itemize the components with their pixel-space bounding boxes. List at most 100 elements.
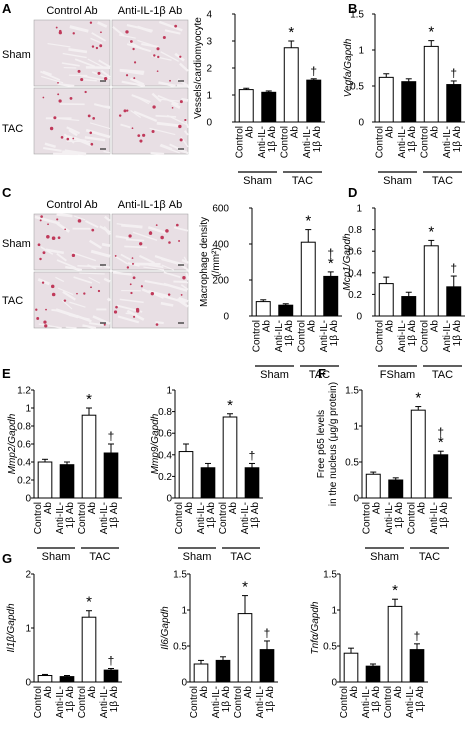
hist-a-tac-anti-bg bbox=[111, 87, 189, 155]
c-y-tick-label: 600 bbox=[212, 204, 229, 215]
hist-a-sham-control-fiber bbox=[68, 48, 88, 54]
hist-c-sham-control-fiber bbox=[88, 239, 103, 250]
c-category-label: Control bbox=[251, 320, 262, 352]
d-y-tick-label: 1 bbox=[356, 204, 362, 215]
hist-a-tac-control-fiber bbox=[61, 118, 80, 121]
e2-y-label: Mmp9/Gapdh bbox=[150, 413, 161, 474]
hist-c-sham-control-fiber bbox=[56, 252, 67, 262]
f-significance-star: * bbox=[415, 390, 421, 407]
hist-a-tac-control-fiber bbox=[43, 147, 62, 152]
hist-c-sham-anti-stain bbox=[175, 223, 179, 227]
hist-c-tac-control-fiber bbox=[73, 276, 93, 284]
g1-category-label: Ab bbox=[87, 686, 98, 699]
f-y-tick-label: 1 bbox=[353, 422, 359, 433]
hist-a-tac-anti-stain bbox=[184, 118, 187, 122]
hist-c-tac-control-fiber bbox=[37, 277, 50, 286]
hist-c-tac-anti-fiber bbox=[160, 301, 174, 307]
hist-c-sham-control-stain bbox=[77, 219, 82, 223]
hist-a-sham-anti-fiber bbox=[137, 25, 153, 33]
g3-category-label: Ab bbox=[349, 686, 360, 699]
hist-a-sham-anti-stain bbox=[156, 47, 160, 51]
hist-c-sham-anti-stain bbox=[160, 235, 164, 240]
e2-y-tick-label: 0.8 bbox=[158, 407, 172, 418]
e2-significance-star: * bbox=[227, 397, 233, 414]
hist-c-sham-anti-stain bbox=[148, 231, 153, 235]
hist-c-tac-control-stain bbox=[36, 317, 40, 320]
c-bar bbox=[278, 304, 294, 317]
hist-c-sham-control-bg bbox=[33, 213, 111, 271]
hist-c-sham-anti-fiber bbox=[138, 254, 155, 265]
e1-y-tick-label: 0.8 bbox=[17, 422, 31, 433]
hist-a-row-tac: TAC bbox=[2, 123, 23, 135]
e1-y-tick-label: 1 bbox=[25, 404, 31, 415]
e1-bar bbox=[37, 461, 53, 499]
hist-a-sham-control-fiber bbox=[98, 59, 111, 68]
d-y-tick-label: 0.4 bbox=[348, 268, 362, 279]
e1-bar bbox=[81, 414, 97, 499]
e1-significance-star: * bbox=[86, 391, 92, 408]
f-category-label: Anti-IL- bbox=[429, 502, 440, 534]
f-group-label: TAC bbox=[419, 551, 440, 563]
e2-group-label: Sham bbox=[183, 551, 212, 563]
hist-c-tac-control-fiber bbox=[61, 299, 73, 310]
hist-a-sham-control-fiber bbox=[69, 25, 89, 33]
e1-category-label: 1β Ab bbox=[109, 502, 120, 529]
hist-a-sham-control-fiber bbox=[91, 32, 107, 42]
hist-c-tac-anti-stain bbox=[132, 276, 136, 280]
a-category-label: Control bbox=[234, 126, 245, 158]
hist-c-row-tac: TAC bbox=[2, 295, 23, 307]
hist-c-tac-anti-fiber bbox=[174, 280, 189, 284]
f-category-label: 1β Ab bbox=[394, 502, 405, 529]
e2-category-label: Anti-IL- bbox=[196, 502, 207, 534]
d-bar bbox=[401, 296, 417, 317]
hist-a-sham-anti-stain bbox=[130, 40, 133, 43]
e1-category-label: Control bbox=[33, 502, 44, 534]
hist-c-tac-anti-stain bbox=[140, 285, 143, 288]
a-y-label: Vessels/cardiomyocyte bbox=[193, 17, 204, 119]
g1-category-label: 1β Ab bbox=[65, 686, 76, 713]
hist-c-sham-control-fiber bbox=[34, 215, 60, 225]
hist-c-sham-control-fiber bbox=[71, 251, 97, 262]
hist-a-sham-control-stain bbox=[95, 46, 99, 50]
hist-a-tac-control-fiber bbox=[93, 103, 111, 110]
hist-a-sham-control-stain bbox=[100, 31, 102, 34]
hist-a-sham-anti-fiber bbox=[151, 55, 172, 61]
hist-c-tac-anti bbox=[111, 271, 190, 329]
d-group-label: FSham bbox=[380, 369, 415, 381]
panel-letter-f: F bbox=[318, 366, 326, 381]
hist-c-sham-anti-stain bbox=[132, 262, 134, 265]
c-y-label: (/mm²) bbox=[211, 247, 222, 276]
c-y-tick-label: 0 bbox=[223, 312, 229, 323]
hist-c-sham-anti-stain bbox=[128, 234, 132, 238]
a-category-label: Ab bbox=[244, 126, 255, 139]
g3-category-label: Anti-IL- bbox=[405, 686, 416, 718]
hist-c-header-left: Control Ab bbox=[46, 199, 97, 211]
g3-bar bbox=[387, 605, 403, 683]
hist-a-sham-control-stain bbox=[99, 44, 103, 48]
hist-a-tac-anti-stain bbox=[151, 129, 155, 134]
c-significance-star: * bbox=[328, 255, 334, 272]
hist-a-sham-anti-stain bbox=[125, 74, 129, 77]
hist-c-tac-anti-fiber bbox=[144, 280, 168, 287]
e1-category-label: Control bbox=[77, 502, 88, 534]
g1-y-label: Il1β/Gapdh bbox=[6, 603, 17, 653]
a-y-tick-label: 3 bbox=[206, 37, 212, 48]
hist-c-tac-control-fiber bbox=[57, 287, 74, 295]
f-category-label: Ab bbox=[416, 502, 427, 515]
hist-c-sham-anti-fiber bbox=[183, 256, 189, 264]
hist-c-row-sham: Sham bbox=[2, 238, 31, 250]
a-y-tick-label: 0 bbox=[206, 118, 212, 129]
g2-y-tick-label: 0.5 bbox=[173, 642, 187, 653]
histology-image-grid-a bbox=[33, 19, 189, 156]
f-group-label: Sham bbox=[370, 551, 399, 563]
hist-a-header-left: Control Ab bbox=[46, 5, 97, 17]
hist-c-sham-control-stain bbox=[51, 236, 56, 241]
hist-c-tac-anti-fiber bbox=[125, 312, 137, 315]
g2-bar bbox=[215, 659, 231, 683]
g3-y-tick-label: 0.5 bbox=[323, 642, 337, 653]
hist-a-tac-anti-fiber bbox=[150, 151, 165, 156]
f-bar bbox=[433, 454, 449, 499]
hist-a-sham-anti-fiber bbox=[141, 43, 159, 48]
g3-category-label: Control bbox=[383, 686, 394, 718]
